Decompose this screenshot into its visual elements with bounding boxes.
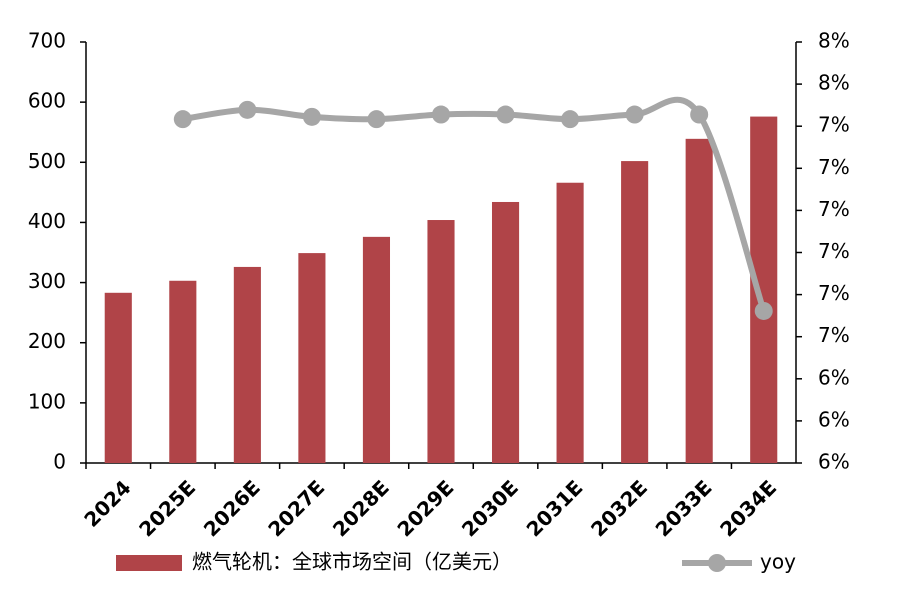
y-tick-label: 400 xyxy=(28,209,66,233)
marker xyxy=(754,301,773,320)
marker xyxy=(173,110,192,129)
x-tick-label: 2029E xyxy=(392,475,458,541)
y2-tick-label: 7% xyxy=(818,113,850,137)
legend-label: 燃气轮机：全球市场空间（亿美元） xyxy=(192,550,512,574)
legend-swatch xyxy=(708,554,726,572)
y2-tick-label: 8% xyxy=(818,29,850,53)
bar xyxy=(750,116,778,463)
y2-tick-label: 6% xyxy=(818,365,850,389)
y-tick-label: 100 xyxy=(28,389,66,413)
x-tick-label: 2033E xyxy=(651,475,717,541)
y2-tick-label: 7% xyxy=(818,323,850,347)
x-tick-label: 2024 xyxy=(79,475,135,531)
y-tick-label: 600 xyxy=(28,89,66,113)
bar xyxy=(233,266,261,463)
x-tick-label: 2027E xyxy=(263,475,329,541)
x-tick-label: 2026E xyxy=(199,475,265,541)
marker xyxy=(302,107,321,126)
bar xyxy=(298,253,326,463)
x-tick-label: 2030E xyxy=(457,475,523,541)
y-tick-label: 200 xyxy=(28,329,66,353)
bar xyxy=(621,161,649,463)
bar xyxy=(427,220,455,463)
marker xyxy=(625,105,644,124)
legend-label: yoy xyxy=(760,550,796,574)
marker xyxy=(367,110,386,129)
marker xyxy=(561,110,580,129)
line xyxy=(182,96,767,312)
marker xyxy=(432,105,450,124)
x-tick-label: 2028E xyxy=(328,475,394,541)
y-tick-label: 500 xyxy=(28,149,66,173)
bar xyxy=(556,182,584,463)
marker xyxy=(690,105,709,124)
y-tick-label: 700 xyxy=(28,29,66,53)
y2-tick-label: 7% xyxy=(818,239,850,263)
y2-tick-label: 8% xyxy=(818,71,850,95)
marker xyxy=(496,105,515,124)
bar xyxy=(362,236,391,463)
x-tick-label: 2025E xyxy=(134,475,200,541)
bar xyxy=(491,201,520,464)
y-tick-label: 0 xyxy=(53,450,66,474)
bar xyxy=(169,280,197,463)
y2-tick-label: 6% xyxy=(818,407,850,431)
bar xyxy=(685,138,713,463)
x-tick-label: 2032E xyxy=(586,475,652,541)
y2-tick-label: 7% xyxy=(818,197,850,221)
y2-tick-label: 6% xyxy=(818,450,850,474)
y-tick-label: 300 xyxy=(28,269,66,293)
x-tick-label: 2031E xyxy=(522,475,588,541)
y2-tick-label: 7% xyxy=(818,281,850,305)
legend-swatch xyxy=(116,555,182,571)
y2-tick-label: 7% xyxy=(818,155,850,179)
bar xyxy=(104,292,132,463)
x-tick-label: 2034E xyxy=(715,475,781,541)
marker xyxy=(238,100,257,119)
